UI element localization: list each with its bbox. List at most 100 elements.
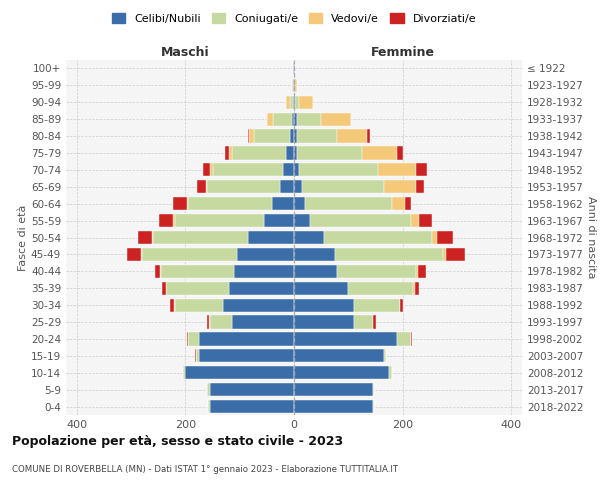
Bar xyxy=(208,400,210,413)
Bar xyxy=(264,214,294,227)
Bar xyxy=(446,248,465,261)
Bar xyxy=(206,180,207,194)
Bar xyxy=(294,316,354,328)
Bar xyxy=(373,383,374,396)
Bar xyxy=(206,316,209,328)
Bar xyxy=(187,197,188,210)
Bar xyxy=(138,231,152,244)
Bar xyxy=(175,298,223,312)
Bar xyxy=(299,96,313,109)
Bar xyxy=(272,197,294,210)
Bar xyxy=(443,248,446,261)
Bar xyxy=(297,130,337,142)
Bar xyxy=(383,180,416,194)
Bar xyxy=(294,214,310,227)
Bar xyxy=(293,96,294,109)
Bar xyxy=(416,164,427,176)
Bar xyxy=(210,316,232,328)
Bar xyxy=(286,96,290,109)
Bar xyxy=(229,282,294,295)
Bar xyxy=(224,146,229,160)
Bar xyxy=(354,316,373,328)
Bar xyxy=(153,231,248,244)
Bar xyxy=(294,349,383,362)
Bar xyxy=(294,112,297,126)
Bar xyxy=(152,231,153,244)
Bar xyxy=(297,146,362,160)
Bar xyxy=(173,197,187,210)
Bar xyxy=(437,231,453,244)
Bar xyxy=(294,400,373,413)
Bar xyxy=(321,112,351,126)
Bar xyxy=(254,130,290,142)
Bar xyxy=(294,197,305,210)
Bar xyxy=(354,298,400,312)
Bar xyxy=(197,180,206,194)
Bar xyxy=(223,298,294,312)
Bar xyxy=(161,282,166,295)
Bar xyxy=(166,282,229,295)
Bar xyxy=(297,112,321,126)
Bar xyxy=(292,112,294,126)
Y-axis label: Anni di nascita: Anni di nascita xyxy=(586,196,596,279)
Bar xyxy=(248,130,249,142)
Bar xyxy=(294,231,324,244)
Bar xyxy=(348,282,413,295)
Bar xyxy=(294,146,297,160)
Bar xyxy=(373,400,374,413)
Bar xyxy=(294,298,354,312)
Bar xyxy=(294,383,373,396)
Bar xyxy=(419,214,433,227)
Bar xyxy=(294,130,297,142)
Bar xyxy=(294,332,397,345)
Bar xyxy=(310,214,411,227)
Bar xyxy=(185,366,294,380)
Bar xyxy=(188,197,272,210)
Bar xyxy=(229,146,232,160)
Bar xyxy=(383,349,386,362)
Y-axis label: Fasce di età: Fasce di età xyxy=(18,204,28,270)
Bar xyxy=(142,248,237,261)
Bar xyxy=(210,164,212,176)
Bar xyxy=(273,112,292,126)
Bar xyxy=(294,180,302,194)
Bar xyxy=(155,264,160,278)
Bar xyxy=(127,248,141,261)
Bar xyxy=(207,180,280,194)
Bar xyxy=(160,214,173,227)
Bar xyxy=(337,130,367,142)
Bar xyxy=(248,231,294,244)
Bar xyxy=(294,282,348,295)
Bar xyxy=(232,146,286,160)
Bar xyxy=(416,264,418,278)
Bar xyxy=(199,349,294,362)
Bar xyxy=(210,400,294,413)
Bar xyxy=(294,96,295,109)
Bar xyxy=(302,180,383,194)
Bar xyxy=(433,231,437,244)
Bar xyxy=(295,96,299,109)
Bar xyxy=(400,298,403,312)
Bar xyxy=(210,383,294,396)
Bar xyxy=(294,264,337,278)
Bar xyxy=(378,164,416,176)
Bar xyxy=(299,164,378,176)
Bar xyxy=(268,112,273,126)
Bar xyxy=(305,197,392,210)
Bar xyxy=(324,231,433,244)
Text: Maschi: Maschi xyxy=(161,46,210,59)
Bar xyxy=(418,264,426,278)
Bar xyxy=(411,332,412,345)
Bar xyxy=(337,264,416,278)
Bar xyxy=(397,146,403,160)
Bar xyxy=(203,164,210,176)
Bar xyxy=(294,366,389,380)
Bar xyxy=(173,214,175,227)
Bar xyxy=(249,130,254,142)
Bar xyxy=(294,248,335,261)
Bar xyxy=(392,197,405,210)
Bar xyxy=(183,366,185,380)
Bar xyxy=(187,332,188,345)
Bar xyxy=(294,164,299,176)
Bar xyxy=(237,248,294,261)
